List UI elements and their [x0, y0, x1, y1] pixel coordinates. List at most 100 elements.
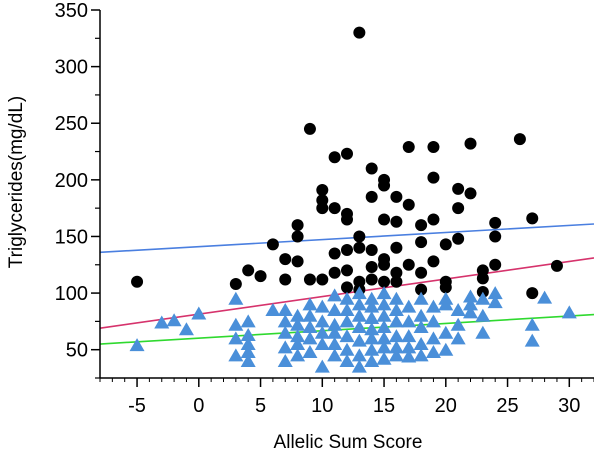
- triangle-point: [463, 289, 478, 303]
- triangle-point: [401, 329, 417, 343]
- circle-point: [365, 190, 378, 203]
- circle-point: [427, 255, 440, 268]
- x-tick-label: 0: [193, 395, 204, 417]
- triangle-point: [290, 337, 306, 351]
- triangle-point: [240, 327, 256, 341]
- triangle-point: [277, 303, 293, 317]
- triangle-point: [413, 348, 429, 362]
- triangle-point: [339, 291, 355, 305]
- triangle-point: [314, 337, 330, 351]
- triangle-point: [351, 348, 367, 362]
- x-tick-label: -5: [128, 395, 146, 417]
- triangle-point: [351, 359, 367, 373]
- circle-point: [328, 202, 341, 215]
- triangle-point: [327, 337, 343, 351]
- circle-point: [415, 266, 428, 279]
- x-tick-label: 25: [496, 395, 518, 417]
- triangle-point: [401, 299, 417, 313]
- circle-point: [303, 273, 316, 286]
- circle-point: [415, 219, 428, 232]
- triangle-point: [376, 286, 392, 300]
- triangle-point: [463, 297, 478, 311]
- triangle-point: [364, 331, 380, 345]
- triangle-point: [475, 291, 491, 305]
- triangle-point: [290, 308, 306, 322]
- triangle-point: [327, 288, 343, 302]
- triangle-point: [339, 354, 355, 368]
- triangle-point: [240, 314, 256, 328]
- triangle-point: [265, 303, 281, 317]
- circle-point: [279, 273, 292, 286]
- triangle-point: [425, 344, 441, 358]
- triangle-point: [364, 299, 380, 313]
- triangle-point: [314, 359, 330, 373]
- circle-point: [390, 275, 403, 288]
- circle-point: [464, 187, 477, 200]
- y-tick-label: 300: [55, 57, 88, 79]
- circle-point: [476, 272, 489, 285]
- circle-point: [291, 219, 304, 232]
- triangle-point: [537, 290, 553, 304]
- triangle-point: [314, 314, 330, 328]
- triangle-point: [376, 331, 392, 345]
- circle-point: [489, 258, 502, 271]
- triangle-point: [327, 348, 343, 362]
- circle-point: [489, 230, 502, 243]
- circle-point: [526, 287, 539, 300]
- x-axis-title: Allelic Sum Score: [274, 432, 423, 453]
- y-tick-label: 250: [55, 113, 88, 135]
- triangle-point: [388, 314, 404, 328]
- circle-point: [341, 244, 353, 257]
- triangle-point: [450, 303, 466, 317]
- triangle-point: [327, 325, 343, 339]
- circle-point: [229, 278, 242, 291]
- triangle-point: [290, 317, 306, 331]
- circle-point: [341, 147, 353, 160]
- circle-point: [452, 202, 465, 215]
- circle-point: [341, 213, 353, 226]
- triangle-point: [277, 354, 293, 368]
- triangle-point: [388, 303, 404, 317]
- circle-point: [427, 171, 440, 184]
- triangle-point: [129, 338, 145, 352]
- triangle-point: [302, 308, 318, 322]
- circle-point: [279, 253, 292, 266]
- triangle-point: [364, 291, 380, 305]
- y-tick-label: 350: [55, 0, 88, 22]
- triangle-point: [401, 340, 417, 354]
- x-tick-label: 10: [311, 395, 333, 417]
- triangle-point: [475, 308, 491, 322]
- triangle-point: [277, 325, 293, 339]
- triangle-point: [401, 314, 417, 328]
- triangle-point: [376, 320, 392, 334]
- triangle-point: [561, 305, 577, 319]
- circle-point: [378, 179, 391, 192]
- fit-line-1: [99, 223, 594, 254]
- triangle-point: [302, 344, 318, 358]
- triangle-point: [413, 308, 429, 322]
- triangle-point: [413, 320, 429, 334]
- circle-point: [402, 258, 415, 271]
- triangle-point: [351, 333, 367, 347]
- triangle-point: [450, 331, 466, 345]
- y-tick-label: 100: [55, 283, 88, 305]
- triangle-point: [376, 351, 392, 365]
- circle-point: [415, 236, 428, 249]
- circle-point: [402, 141, 415, 154]
- triangle-point: [413, 291, 429, 305]
- triangle-point: [339, 314, 355, 328]
- circle-point: [439, 281, 452, 294]
- triangle-point: [290, 348, 306, 362]
- circle-point: [427, 213, 440, 226]
- triangle-point: [463, 305, 478, 319]
- triangle-point: [524, 333, 540, 347]
- circle-point: [328, 266, 341, 279]
- triangle-point: [438, 342, 454, 356]
- circle-point: [353, 230, 366, 243]
- triangle-point: [228, 291, 244, 305]
- circle-point: [353, 26, 366, 39]
- y-tick-label: 200: [55, 170, 88, 192]
- triangle-point: [376, 340, 392, 354]
- x-tick-label: 5: [255, 395, 266, 417]
- circle-point: [254, 270, 267, 283]
